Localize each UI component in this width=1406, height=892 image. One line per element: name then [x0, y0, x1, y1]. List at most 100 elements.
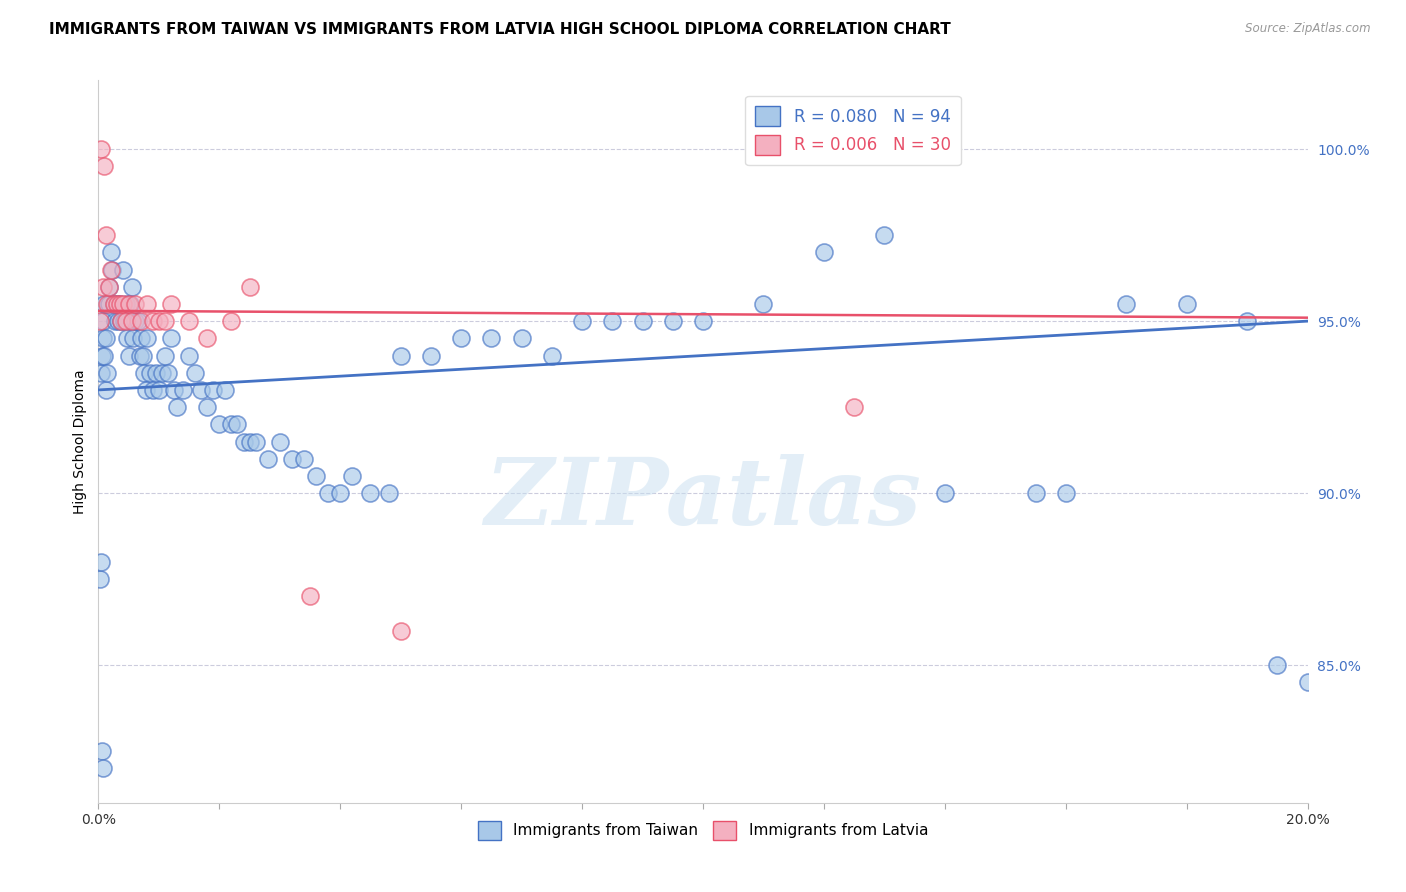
Point — [540, 349, 562, 363]
Point — [179, 349, 201, 363]
Point — [96, 366, 118, 380]
Point — [389, 624, 412, 638]
Point — [108, 297, 131, 311]
Point — [96, 383, 118, 397]
Point — [1054, 486, 1077, 500]
Point — [179, 314, 201, 328]
Point — [122, 331, 145, 345]
Point — [105, 297, 128, 311]
Point — [195, 400, 218, 414]
Point — [112, 314, 135, 328]
Point — [129, 331, 152, 345]
Point — [1296, 675, 1319, 690]
Point — [111, 262, 134, 277]
Point — [481, 331, 503, 345]
Point — [692, 314, 714, 328]
Point — [118, 349, 141, 363]
Point — [98, 279, 121, 293]
Point — [1236, 314, 1258, 328]
Point — [571, 314, 593, 328]
Point — [329, 486, 352, 500]
Point — [124, 314, 146, 328]
Point — [121, 314, 143, 328]
Point — [148, 383, 170, 397]
Point — [1024, 486, 1046, 500]
Point — [90, 555, 112, 569]
Point — [166, 400, 188, 414]
Point — [91, 761, 114, 775]
Point — [245, 434, 267, 449]
Point — [135, 297, 157, 311]
Point — [163, 383, 186, 397]
Point — [94, 331, 117, 345]
Point — [172, 383, 194, 397]
Point — [94, 228, 117, 243]
Point — [873, 228, 896, 243]
Point — [103, 297, 125, 311]
Point — [132, 366, 155, 380]
Point — [377, 486, 399, 500]
Point — [90, 366, 112, 380]
Point — [110, 314, 132, 328]
Point — [114, 314, 136, 328]
Point — [450, 331, 472, 345]
Point — [631, 314, 654, 328]
Point — [602, 314, 624, 328]
Text: ZIPatlas: ZIPatlas — [485, 454, 921, 544]
Point — [813, 245, 835, 260]
Point — [110, 314, 132, 328]
Point — [96, 297, 118, 311]
Point — [91, 314, 114, 328]
Point — [91, 349, 114, 363]
Point — [90, 142, 112, 156]
Point — [89, 572, 111, 586]
Point — [148, 314, 170, 328]
Point — [1267, 658, 1289, 673]
Point — [107, 314, 129, 328]
Point — [114, 297, 136, 311]
Point — [118, 297, 141, 311]
Point — [420, 349, 443, 363]
Point — [226, 417, 249, 432]
Point — [142, 314, 165, 328]
Point — [190, 383, 212, 397]
Point — [131, 349, 153, 363]
Point — [105, 297, 128, 311]
Point — [97, 297, 120, 311]
Point — [510, 331, 533, 345]
Point — [292, 451, 315, 466]
Point — [135, 383, 157, 397]
Point — [305, 469, 328, 483]
Point — [100, 245, 122, 260]
Point — [153, 314, 176, 328]
Legend: Immigrants from Taiwan, Immigrants from Latvia: Immigrants from Taiwan, Immigrants from … — [472, 815, 934, 846]
Point — [160, 297, 183, 311]
Point — [281, 451, 304, 466]
Point — [91, 744, 114, 758]
Point — [98, 279, 121, 293]
Point — [91, 279, 114, 293]
Point — [299, 590, 322, 604]
Point — [93, 159, 115, 173]
Point — [202, 383, 225, 397]
Point — [156, 366, 179, 380]
Point — [93, 349, 115, 363]
Point — [135, 331, 157, 345]
Point — [934, 486, 956, 500]
Point — [127, 314, 149, 328]
Point — [103, 297, 125, 311]
Point — [117, 331, 139, 345]
Point — [195, 331, 218, 345]
Point — [214, 383, 236, 397]
Point — [153, 349, 176, 363]
Point — [844, 400, 866, 414]
Point — [150, 366, 173, 380]
Point — [104, 314, 127, 328]
Point — [232, 434, 254, 449]
Point — [89, 314, 111, 328]
Point — [221, 417, 243, 432]
Point — [124, 297, 146, 311]
Point — [111, 297, 134, 311]
Text: Source: ZipAtlas.com: Source: ZipAtlas.com — [1246, 22, 1371, 36]
Point — [128, 349, 150, 363]
